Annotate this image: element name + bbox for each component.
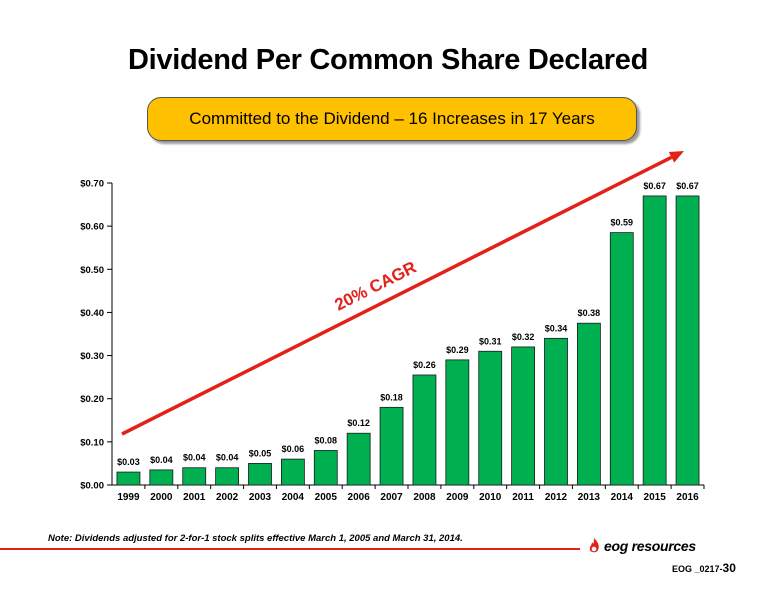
bar (609, 232, 634, 486)
bar (445, 359, 470, 486)
data-label: $0.05 (249, 448, 272, 458)
data-label: $0.04 (150, 455, 173, 465)
x-tick-label: 2005 (315, 492, 338, 503)
bar (544, 337, 568, 486)
x-tick-label: 2016 (676, 492, 699, 503)
y-tick-label: $0.00 (80, 481, 104, 492)
x-tick-label: 2011 (512, 492, 534, 503)
data-label: $0.67 (643, 181, 666, 191)
bar (675, 195, 700, 486)
x-tick-label: 1999 (117, 492, 140, 503)
x-tick-label: 2013 (578, 492, 601, 503)
data-label: $0.06 (282, 444, 305, 454)
bar (511, 346, 536, 486)
y-tick-label: $0.10 (80, 437, 104, 448)
data-label: $0.03 (117, 457, 140, 467)
bar (182, 467, 207, 486)
cagr-arrow-head (668, 151, 684, 163)
bar (280, 458, 305, 486)
y-tick-label: $0.20 (80, 394, 104, 405)
bar (642, 195, 667, 486)
bar (116, 471, 141, 486)
footnote: Note: Dividends adjusted for 2-for-1 sto… (48, 533, 463, 544)
data-label: $0.31 (479, 336, 502, 346)
bar (313, 450, 338, 486)
data-label: $0.59 (611, 218, 634, 228)
bar (215, 467, 240, 486)
data-label: $0.34 (545, 323, 568, 333)
x-tick-label: 2010 (479, 492, 502, 503)
data-label: $0.04 (216, 453, 239, 463)
data-label: $0.67 (676, 181, 699, 191)
bar (346, 432, 371, 486)
data-label: $0.38 (578, 308, 601, 318)
bar (412, 374, 437, 486)
slide-code: EOG _0217-30 (672, 561, 736, 575)
data-label: $0.26 (413, 360, 436, 370)
y-tick-label: $0.70 (80, 179, 104, 190)
data-label: $0.32 (512, 332, 535, 342)
banner-callout: Committed to the Dividend – 16 Increases… (147, 97, 637, 141)
data-label: $0.04 (183, 453, 206, 463)
y-tick-label: $0.50 (80, 265, 104, 276)
slide-code-prefix: EOG _0217- (672, 564, 723, 574)
logo-text: eog resources (604, 538, 696, 554)
x-tick-label: 2008 (413, 492, 436, 503)
x-tick-label: 2004 (282, 492, 305, 503)
slide-title: Dividend Per Common Share Declared (127, 44, 648, 76)
x-tick-label: 2007 (380, 492, 403, 503)
x-tick-label: 2012 (545, 492, 568, 503)
company-logo: eog resources (586, 537, 696, 555)
x-tick-label: 2015 (644, 492, 667, 503)
x-tick-label: 2002 (216, 492, 239, 503)
y-tick-label: $0.30 (80, 351, 104, 362)
bar (478, 350, 503, 486)
cagr-arrow-line (121, 155, 673, 436)
bar (149, 469, 174, 486)
data-label: $0.12 (347, 418, 370, 428)
flame-icon (589, 538, 599, 553)
x-tick-label: 2000 (150, 492, 173, 503)
data-label: $0.29 (446, 345, 469, 355)
x-tick-label: 2003 (249, 492, 272, 503)
x-tick-label: 2001 (183, 492, 206, 503)
x-tick-label: 2009 (446, 492, 469, 503)
data-label: $0.08 (315, 435, 338, 445)
bar (248, 463, 272, 486)
bar (379, 406, 404, 486)
bar (576, 322, 601, 486)
x-tick-label: 2014 (611, 492, 634, 503)
x-tick-label: 2006 (348, 492, 371, 503)
y-tick-label: $0.60 (80, 222, 104, 233)
footer-divider (0, 548, 580, 550)
y-tick-label: $0.40 (80, 308, 104, 319)
page-number: 30 (722, 561, 736, 575)
banner-text: Committed to the Dividend – 16 Increases… (189, 109, 595, 128)
data-label: $0.18 (380, 392, 403, 402)
